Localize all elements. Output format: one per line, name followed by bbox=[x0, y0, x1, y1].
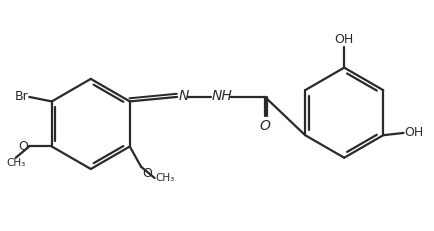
Text: Br: Br bbox=[14, 90, 28, 103]
Text: NH: NH bbox=[211, 89, 232, 103]
Text: CH₃: CH₃ bbox=[155, 173, 174, 183]
Text: O: O bbox=[18, 140, 28, 153]
Text: O: O bbox=[142, 167, 152, 180]
Text: OH: OH bbox=[334, 33, 353, 46]
Text: OH: OH bbox=[404, 126, 423, 140]
Text: N: N bbox=[178, 89, 188, 103]
Text: O: O bbox=[259, 119, 270, 134]
Text: CH₃: CH₃ bbox=[6, 158, 25, 168]
